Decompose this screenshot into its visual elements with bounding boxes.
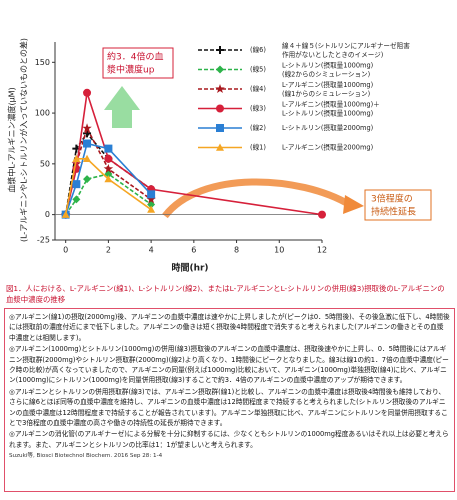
annotation-box xyxy=(364,189,432,221)
legend-note: 作用がないとしたときのイメージ) xyxy=(282,50,383,59)
legend-label: (線2) xyxy=(250,123,266,132)
data-point xyxy=(83,154,92,162)
x-tick-label: 0 xyxy=(63,246,68,255)
data-point xyxy=(147,205,156,213)
data-point xyxy=(146,194,156,204)
caption: 図1．人における、L-アルギニン(線1)、L-シトルリン(線2)、またはL-アル… xyxy=(6,284,445,304)
legend-label: (線3) xyxy=(250,104,266,113)
data-point xyxy=(83,175,92,184)
text-box: ◎アルギニン(線1)の摂取(2000mg)後、アルギニンの血漿中濃度は速やかに上… xyxy=(4,308,455,492)
legend-note: L-アルギニン(摂取量2000mg) xyxy=(282,143,373,152)
data-point xyxy=(83,88,92,97)
paragraph: ◎アルギニンとシトルリンの併用摂取群(線3)では、アルギニン摂取群(線1)と比較… xyxy=(9,387,448,428)
paragraph: ◎アルギニン(線1)の摂取(2000mg)後、アルギニンの血漿中濃度は速やかに上… xyxy=(9,313,450,342)
legend-marker xyxy=(215,84,225,94)
annotation: 約3．4倍の血 xyxy=(107,51,163,63)
x-tick-label: 6 xyxy=(191,246,196,255)
legend-label: (線1) xyxy=(250,143,266,152)
data-point xyxy=(72,195,81,204)
legend-label: (線6) xyxy=(250,45,266,54)
legend-marker xyxy=(216,104,224,113)
data-point xyxy=(104,144,113,153)
y-axis-label: 血漿中L-アルギニン濃度(μM) xyxy=(7,87,17,192)
paragraph: ◎アルギニン(1000mg)とシトルリン(1000mg)の併用(線3)摂取後のア… xyxy=(9,345,449,385)
y-tick-label: 0 xyxy=(45,210,50,219)
annotation: 持続性延長 xyxy=(371,206,416,218)
legend-marker xyxy=(216,46,224,54)
legend-marker xyxy=(216,65,224,74)
y-axis-label: (L-アルギニンやL-シトルリンが入っていないものとの差) xyxy=(19,38,29,242)
data-point xyxy=(61,210,70,218)
y-tick-label: 100 xyxy=(35,109,50,118)
y-tick-label: -25 xyxy=(37,236,50,245)
legend-label: (線4) xyxy=(250,84,266,93)
legend-marker xyxy=(216,143,224,151)
series-line xyxy=(65,173,152,216)
data-point xyxy=(104,175,113,183)
legend-marker xyxy=(216,124,224,132)
legend-note: (線2からのシミュレーション) xyxy=(282,70,370,79)
series-line xyxy=(64,92,323,216)
x-tick-label: 10 xyxy=(274,246,284,255)
legend-note: 線４＋線５(シトルリンにアルギナーゼ阻害 xyxy=(282,41,410,50)
series-line xyxy=(64,126,152,215)
annotation: 漿中濃度up xyxy=(107,64,155,76)
legend-note: L-アルギニン(摂取量1000mg) xyxy=(282,80,373,89)
data-point xyxy=(104,154,113,163)
legend-label: (線5) xyxy=(250,65,266,74)
data-point xyxy=(318,210,326,219)
chart: 約3．4倍の血 漿中濃度up 3倍程度の 持続性延長 時間(hr) 血漿中L-ア… xyxy=(7,38,432,274)
data-point xyxy=(72,180,81,189)
legend-note: L-シトルリン(摂取量1000mg) xyxy=(282,109,373,118)
legend-note: L-シトルリン(摂取量1000mg) xyxy=(282,61,373,70)
data-point xyxy=(82,123,92,133)
paragraph: ◎アルギニンの消化管(のアルギナーゼ)による分解を十分に抑制するには、少なくとも… xyxy=(9,430,449,449)
x-tick-label: 2 xyxy=(106,246,111,255)
reference: Suzuki等, Biosci Biotechnol Biochem. 2016… xyxy=(9,453,163,460)
annotation-box xyxy=(102,47,174,79)
y-tick-label: 150 xyxy=(35,58,50,67)
x-tick-label: 8 xyxy=(234,246,239,255)
x-tick-label: 4 xyxy=(149,246,154,255)
up-arrow xyxy=(104,86,140,128)
data-point xyxy=(147,190,156,199)
x-axis-label: 時間(hr) xyxy=(171,262,208,274)
data-point xyxy=(72,154,81,162)
extend-arrow xyxy=(162,178,352,219)
data-point xyxy=(103,163,114,173)
legend-note: (線1からのシミュレーション) xyxy=(282,89,370,98)
legend-note: L-アルギニン(摂取量1000mg)＋ xyxy=(282,100,380,109)
legend-note: L-シトルリン(摂取量2000mg) xyxy=(282,123,373,132)
data-point xyxy=(83,139,92,148)
annotation: 3倍程度の xyxy=(371,193,413,205)
x-tick-label: 12 xyxy=(317,246,327,255)
extend-arrow-head xyxy=(343,195,364,214)
y-tick-label: 50 xyxy=(40,159,50,168)
